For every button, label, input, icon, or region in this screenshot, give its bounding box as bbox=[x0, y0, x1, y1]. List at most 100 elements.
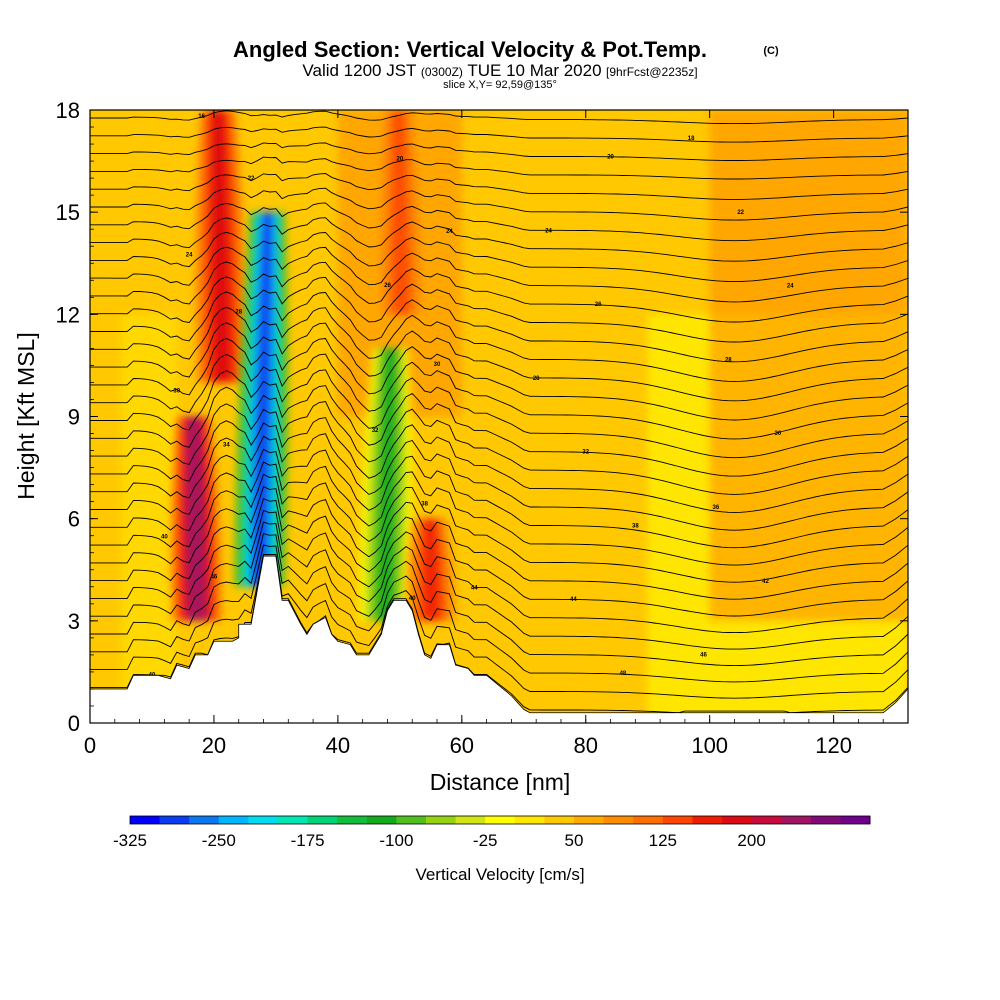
colorbar-swatch bbox=[662, 816, 693, 824]
isentrope-label: 24 bbox=[446, 229, 453, 235]
velocity-band bbox=[709, 110, 908, 621]
isentrope-label: 28 bbox=[533, 376, 540, 382]
isentrope-line bbox=[90, 553, 908, 714]
colorbar-swatch bbox=[574, 816, 605, 824]
isentrope-label: 46 bbox=[700, 653, 707, 659]
y-axis-label: Height [Kft MSL] bbox=[13, 332, 39, 499]
isentrope-label: 32 bbox=[582, 450, 589, 456]
isentrope-label: 16 bbox=[198, 114, 205, 120]
isentrope-line bbox=[90, 533, 908, 667]
isentrope-label: 18 bbox=[688, 136, 695, 142]
valid-time-utc: (0300Z) bbox=[421, 65, 463, 79]
isentrope-label: 48 bbox=[620, 671, 627, 677]
isentrope-line bbox=[90, 291, 908, 363]
velocity-plume bbox=[374, 110, 427, 315]
isentrope-line bbox=[90, 385, 908, 477]
isentrope-label: 40 bbox=[409, 596, 416, 602]
isentrope-line bbox=[90, 544, 908, 683]
isentrope-line bbox=[90, 369, 908, 459]
colorbar-swatch bbox=[514, 816, 545, 824]
isentrope-line bbox=[90, 353, 908, 440]
isentrope-label: 30 bbox=[434, 362, 441, 368]
isentrope-label: 28 bbox=[235, 309, 242, 315]
colorbar-tick-label: -325 bbox=[113, 831, 147, 850]
colorbar-swatch bbox=[366, 816, 397, 824]
colorbar-swatch bbox=[426, 816, 457, 824]
terrain bbox=[90, 555, 908, 723]
chart-title-suffix: (C) bbox=[763, 45, 779, 57]
isentrope-line bbox=[90, 110, 908, 125]
isentrope-line bbox=[90, 306, 908, 382]
colorbar-swatch bbox=[485, 816, 516, 824]
potential-temperature-contours: 4040484646444442403838363432323030302828… bbox=[90, 110, 908, 714]
x-tick-label: 60 bbox=[450, 733, 474, 758]
colorbar-swatch bbox=[307, 816, 338, 824]
colorbar-swatch bbox=[130, 816, 161, 824]
x-tick-label: 80 bbox=[574, 733, 598, 758]
x-axis-label: Distance [nm] bbox=[430, 769, 571, 795]
isentrope-label: 30 bbox=[775, 431, 782, 437]
isentrope-label: 36 bbox=[713, 505, 720, 511]
forecast-info: [9hrFcst@2235z] bbox=[606, 65, 698, 79]
colorbar-tick-label: -100 bbox=[379, 831, 413, 850]
isentrope-line bbox=[90, 473, 908, 583]
isentrope-label: 38 bbox=[632, 523, 639, 529]
colorbar-label: Vertical Velocity [cm/s] bbox=[415, 865, 584, 884]
valid-time-label: Valid 1200 JST bbox=[302, 61, 416, 80]
colorbar-swatch bbox=[751, 816, 782, 824]
isentrope-line bbox=[90, 521, 908, 650]
colorbar-swatch bbox=[810, 816, 841, 824]
isentrope-line bbox=[90, 509, 908, 634]
x-tick-label: 40 bbox=[326, 733, 350, 758]
isentrope-label: 20 bbox=[607, 154, 614, 160]
isentrope-label: 40 bbox=[161, 534, 168, 540]
colorbar-tick-label: -175 bbox=[291, 831, 325, 850]
colorbar-swatch bbox=[278, 816, 309, 824]
colorbar: -325 -250 -175 -100 -25 50 125 200 bbox=[113, 815, 871, 850]
y-tick-label: 6 bbox=[68, 507, 80, 532]
colorbar-frame bbox=[129, 815, 871, 825]
isentrope-line bbox=[90, 322, 908, 402]
colorbar-tick-label: 200 bbox=[737, 831, 765, 850]
isentrope-line bbox=[90, 417, 908, 513]
isentrope-line bbox=[90, 485, 908, 600]
y-tick-label: 12 bbox=[56, 302, 80, 327]
isentrope-label: 22 bbox=[737, 210, 744, 216]
colorbar-tick-label: 50 bbox=[565, 831, 584, 850]
x-axis: 0 20 40 60 80 100 120 bbox=[84, 110, 909, 758]
isentrope-line bbox=[90, 276, 908, 343]
colorbar-swatch bbox=[692, 816, 723, 824]
colorbar-swatch bbox=[455, 816, 486, 824]
isentrope-label: 42 bbox=[762, 579, 769, 585]
x-tick-label: 120 bbox=[815, 733, 852, 758]
colorbar-swatch bbox=[633, 816, 664, 824]
colorbar-swatch bbox=[544, 816, 575, 824]
slice-info: slice X,Y= 92,59@135° bbox=[443, 79, 557, 91]
isentrope-label: 28 bbox=[725, 357, 732, 363]
isentrope-line bbox=[90, 126, 908, 143]
isentrope-line bbox=[90, 156, 908, 180]
isentrope-label: 24 bbox=[787, 284, 794, 290]
isentrope-label: 30 bbox=[173, 389, 180, 395]
isentrope-label: 22 bbox=[248, 176, 255, 182]
isentrope-label: 26 bbox=[595, 302, 602, 308]
isentrope-line bbox=[90, 217, 908, 262]
isentrope-line bbox=[90, 433, 908, 531]
isentrope-line bbox=[90, 338, 908, 421]
y-tick-label: 3 bbox=[68, 609, 80, 634]
isentrope-line bbox=[90, 553, 908, 699]
y-tick-label: 9 bbox=[68, 405, 80, 430]
isentrope-label: 20 bbox=[397, 156, 404, 162]
isentrope-label: 44 bbox=[570, 597, 577, 603]
isentrope-line bbox=[90, 187, 908, 221]
isentrope-line bbox=[90, 497, 908, 617]
x-tick-label: 100 bbox=[691, 733, 728, 758]
isentrope-label: 24 bbox=[545, 228, 552, 234]
isentrope-line bbox=[90, 401, 908, 495]
isentrope-line bbox=[90, 261, 908, 323]
colorbar-swatch bbox=[189, 816, 220, 824]
x-tick-label: 20 bbox=[202, 733, 226, 758]
colorbar-tick-label: -25 bbox=[473, 831, 498, 850]
